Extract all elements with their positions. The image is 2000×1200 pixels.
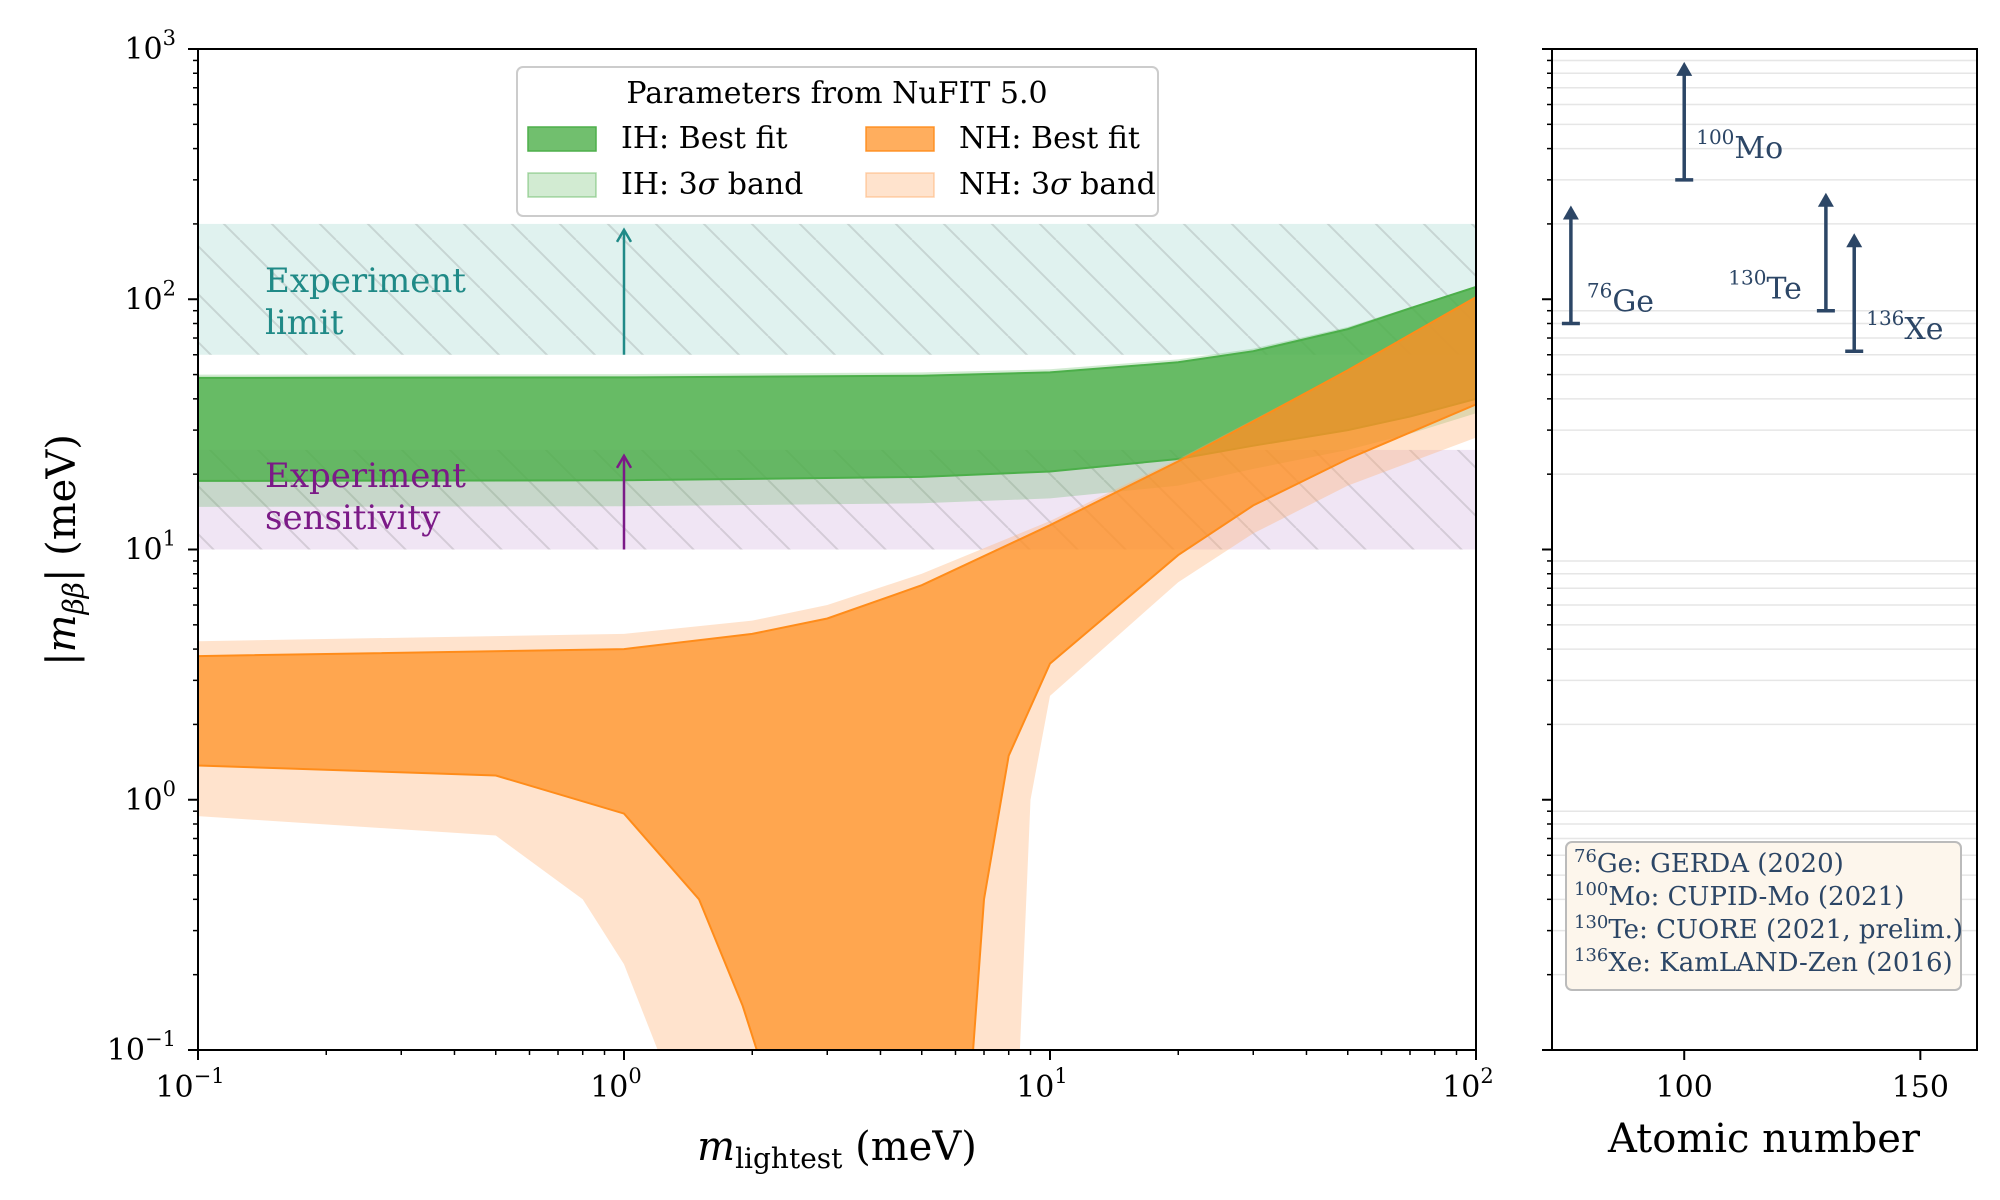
legend-swatch-2 (527, 172, 597, 198)
legend-frame (516, 66, 1159, 217)
x-tick-label-2: 101 (1016, 1064, 1068, 1105)
y-tick-label-3-exp: 2 (163, 276, 176, 300)
y-axis-base: |m (39, 614, 85, 665)
x-axis-sub: lightest (735, 1142, 843, 1175)
y-tick-label-0: 10−1 (107, 1027, 176, 1068)
y-tick-label-2-exp: 1 (163, 527, 176, 551)
y-tick-label-4-base: 10 (124, 32, 162, 67)
legend-label-2: IH: 3σ band (621, 167, 803, 202)
band-ih-3sigma (198, 286, 1476, 507)
y-tick-label-3-base: 10 (124, 282, 162, 317)
isotope-note-2: 130Te: CUORE (2021, prelim.) (1574, 912, 1963, 945)
y-tick-label-1-base: 10 (124, 783, 162, 818)
x-tick-label-1: 100 (590, 1064, 642, 1105)
region-hatch-limit (198, 223, 1476, 355)
y-axis-unit: | (meV) (39, 434, 85, 582)
y-tick-label-2: 101 (124, 527, 176, 568)
isotope-note-0: 76Ge: GERDA (2020) (1574, 846, 1844, 879)
legend-label-1: NH: Best fit (959, 121, 1140, 156)
isotope-limit-xe: 136Xe (1845, 233, 1944, 353)
region-label-limit-line1: Experiment (265, 261, 466, 301)
side-x-tick-label-1: 150 (1892, 1070, 1949, 1105)
y-tick-label-4-exp: 3 (163, 26, 176, 50)
y-tick-label-3: 102 (124, 276, 176, 317)
isotope-limit-mo: 100Mo (1675, 61, 1783, 182)
x-tick-label-3-exp: 2 (1480, 1064, 1493, 1088)
side-x-axis-title: Atomic number (1607, 1116, 1921, 1162)
x-tick-label-0-base: 10 (155, 1070, 193, 1105)
main-plot-area (198, 223, 1476, 1050)
side-plot-area: 76Ge 100Mo 130Te 136Xe (1552, 59, 1977, 976)
band-nh-best-fit (198, 295, 1476, 1050)
isotope-note-1: 100Mo: CUPID-Mo (2021) (1574, 879, 1904, 912)
y-tick-label-1-exp: 0 (163, 777, 176, 801)
legend-entry-3: NH: 3σ band (865, 167, 1156, 202)
legend-swatch-3 (865, 172, 935, 198)
x-axis-unit (842, 1124, 855, 1170)
isotope-limit-ge: 76Ge (1561, 205, 1654, 326)
legend-entry-2: IH: 3σ band (527, 167, 803, 202)
band-ih-best-fit (198, 285, 1476, 482)
x-tick-label-1-base: 10 (590, 1070, 628, 1105)
x-axis-base: m (697, 1124, 735, 1170)
x-tick-label-3-base: 10 (1442, 1070, 1480, 1105)
legend-entry-0: IH: Best fit (527, 121, 788, 156)
y-tick-label-0-base: 10 (107, 1033, 145, 1068)
legend-label-0: IH: Best fit (621, 121, 788, 156)
legend-label-3: NH: 3σ band (959, 167, 1156, 202)
y-tick-label-4: 103 (124, 26, 176, 67)
side-ticks: 100 150 (1542, 48, 1949, 1105)
x-tick-label-3: 102 (1442, 1064, 1494, 1105)
region-label-sensitivity-line1: Experiment (265, 456, 466, 496)
isotope-label-xe: 136Xe (1866, 306, 1943, 347)
y-tick-label-2-base: 10 (124, 533, 162, 568)
legend: Parameters from NuFIT 5.0 IH: Best fit NH:… (516, 66, 1159, 217)
legend-swatch-0 (527, 126, 597, 152)
x-tick-label-2-base: 10 (1016, 1070, 1054, 1105)
region-label-sensitivity-line2: sensitivity (265, 498, 441, 538)
isotope-label-mo: 100Mo (1696, 125, 1783, 166)
side-x-tick-label-0: 100 (1656, 1070, 1713, 1105)
isotope-notes-box: 76Ge: GERDA (2020)100Mo: CUPID-Mo (2021)… (1565, 841, 1963, 991)
x-tick-label-0: 10−1 (155, 1064, 224, 1105)
x-tick-label-0-exp: −1 (194, 1064, 225, 1088)
x-axis-unit-text: (meV) (855, 1124, 977, 1170)
x-tick-label-2-exp: 1 (1054, 1064, 1067, 1088)
y-tick-label-0-exp: −1 (145, 1027, 176, 1051)
y-tick-label-1: 100 (124, 777, 176, 818)
y-axis-sub: ββ (57, 582, 90, 615)
notes-frame (1565, 841, 1962, 991)
region-arrow-sensitivity (615, 453, 633, 550)
y-axis-title: |mββ| (meV) (39, 434, 90, 666)
isotope-label-te: 130Te (1728, 266, 1802, 307)
isotope-note-3: 136Xe: KamLAND-Zen (2016) (1574, 945, 1953, 978)
region-label-limit-line2: limit (265, 303, 344, 343)
isotope-limit-te: 130Te (1728, 192, 1835, 313)
x-axis-title: mlightest (meV) (697, 1124, 977, 1175)
legend-title: Parameters from NuFIT 5.0 (626, 76, 1047, 111)
isotope-label-ge: 76Ge (1587, 279, 1654, 320)
legend-swatch-1 (865, 126, 935, 152)
x-tick-label-1-exp: 0 (628, 1064, 641, 1088)
side-chart: 76Ge 100Mo 130Te 136Xe 100 150 Atomic number… (1542, 48, 1978, 1162)
region-arrow-limit (615, 227, 633, 355)
legend-entry-1: NH: Best fit (865, 121, 1140, 156)
